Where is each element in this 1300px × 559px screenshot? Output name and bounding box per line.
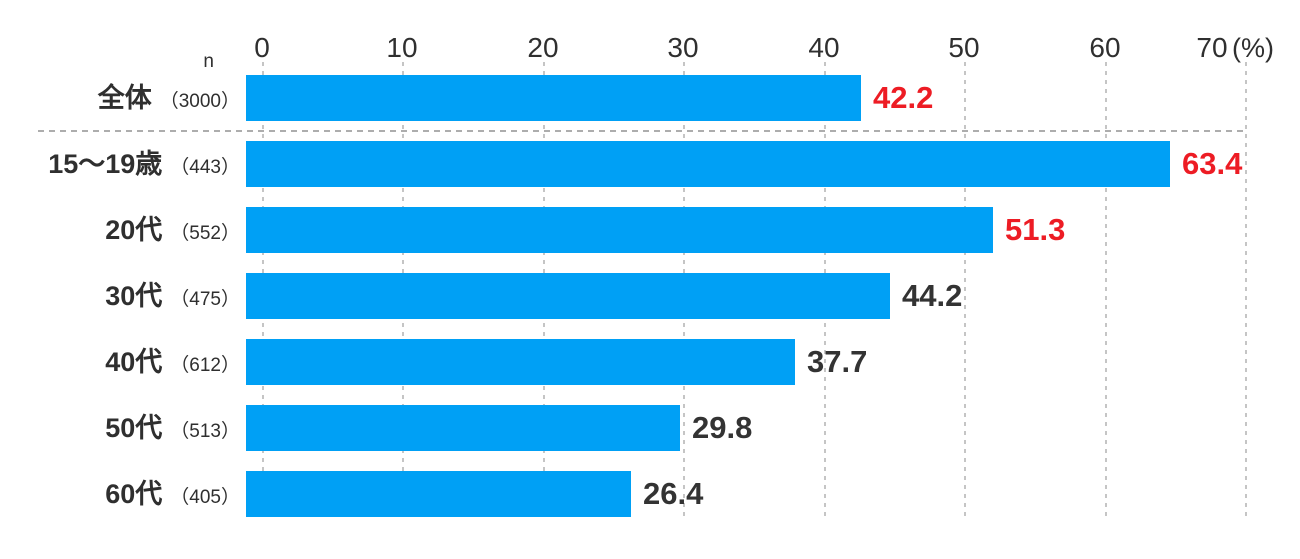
axis-tick-label: 60 (1089, 32, 1121, 63)
category-n-count: （513） (170, 421, 240, 442)
category-n-count: （552） (170, 223, 240, 244)
value-label: 37.7 (807, 344, 868, 379)
category-name: 40代 (105, 347, 163, 377)
bar (246, 471, 631, 517)
category-n-count: （3000） (159, 91, 240, 112)
axis-unit-label: (%) (1232, 33, 1274, 63)
bar (246, 75, 861, 121)
category-label: 15～19歳 （443） (0, 141, 240, 187)
bar (246, 405, 680, 451)
category-label: 40代 （612） (0, 339, 240, 385)
category-name: 20代 (105, 215, 163, 245)
chart-row: 20代 （552） 51.3 (0, 207, 1300, 253)
axis-tick-label: 50 (948, 32, 980, 63)
value-label: 29.8 (692, 410, 753, 445)
chart-row: 50代 （513） 29.8 (0, 405, 1300, 451)
category-label: 30代 （475） (0, 273, 240, 319)
bar (246, 273, 890, 319)
chart-row: 全体 （3000） 42.2 (0, 75, 1300, 121)
gridline (1105, 62, 1107, 520)
category-name: 60代 (105, 479, 163, 509)
category-name: 全体 (97, 83, 152, 113)
category-n-count: （475） (170, 289, 240, 310)
axis-tick-label: 40 (808, 32, 840, 63)
bar (246, 339, 795, 385)
axis-tick-label: 70 (1196, 32, 1228, 63)
category-label: 60代 （405） (0, 471, 240, 517)
bar (246, 141, 1170, 187)
chart-row: 60代 （405） 26.4 (0, 471, 1300, 517)
axis-tick-label: 30 (667, 32, 699, 63)
category-n-count: （443） (170, 157, 240, 178)
gridline (964, 62, 966, 520)
axis-tick-label: 0 (254, 32, 270, 63)
bar (246, 207, 993, 253)
category-name: 30代 (105, 281, 163, 311)
chart-row: 40代 （612） 37.7 (0, 339, 1300, 385)
category-name: 15～19歳 (48, 149, 163, 179)
chart-row: 30代 （475） 44.2 (0, 273, 1300, 319)
category-label: 全体 （3000） (0, 75, 240, 121)
value-label: 42.2 (873, 80, 934, 115)
axis-tick-label: 20 (527, 32, 559, 63)
total-separator-line (38, 130, 1245, 132)
gridline (1245, 62, 1247, 520)
axis-tick-label: 10 (386, 32, 418, 63)
category-n-count: （405） (170, 487, 240, 508)
chart-row: 15～19歳 （443） 63.4 (0, 141, 1300, 187)
value-label: 51.3 (1005, 212, 1066, 247)
category-name: 50代 (105, 413, 163, 443)
value-label: 26.4 (643, 476, 704, 511)
value-label: 44.2 (902, 278, 963, 313)
category-label: 20代 （552） (0, 207, 240, 253)
value-label: 63.4 (1182, 146, 1243, 181)
category-label: 50代 （513） (0, 405, 240, 451)
category-n-count: （612） (170, 355, 240, 376)
n-column-header: n (203, 51, 214, 72)
